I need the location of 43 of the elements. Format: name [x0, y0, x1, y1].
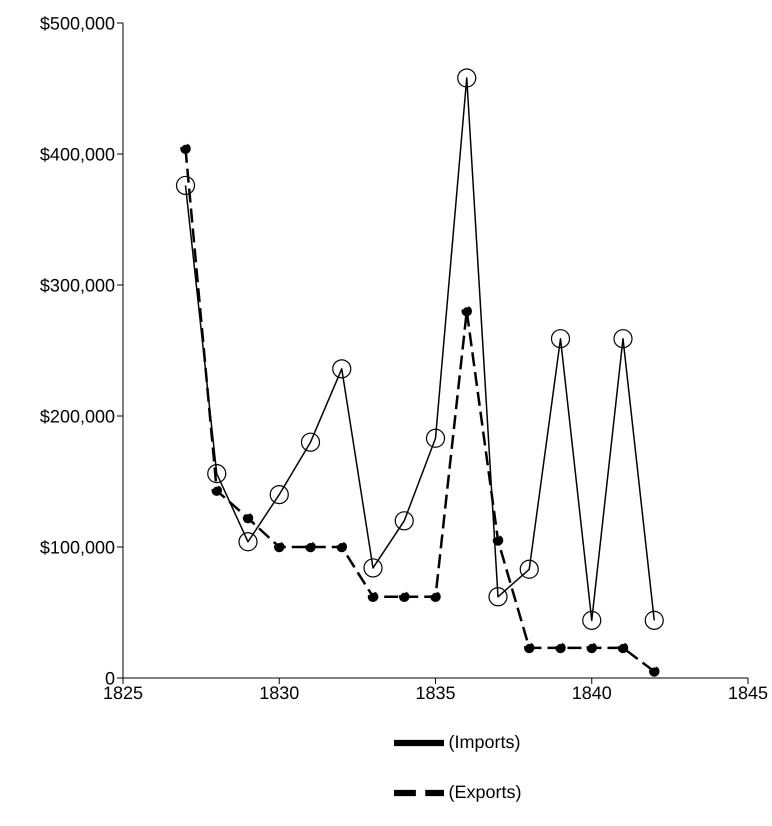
point	[332, 359, 352, 378]
point	[336, 542, 347, 552]
point	[586, 642, 597, 654]
y-tick-label: $400,000	[40, 144, 115, 164]
point	[274, 542, 284, 552]
point	[492, 535, 504, 546]
point	[176, 176, 196, 196]
y-tick-label: $500,000	[40, 13, 115, 34]
point	[488, 587, 508, 606]
point	[207, 464, 226, 484]
point	[212, 485, 222, 496]
point	[426, 428, 446, 448]
legend-label: (Imports)	[448, 732, 520, 752]
y-tick-label: $300,000	[40, 275, 115, 296]
point	[618, 642, 628, 654]
point	[363, 558, 383, 578]
point	[300, 432, 320, 452]
x-tick-label: 1830	[259, 682, 300, 703]
point	[524, 642, 534, 654]
point	[399, 592, 410, 602]
point	[555, 642, 566, 654]
point	[430, 592, 441, 602]
x-tick-label: 1835	[415, 682, 456, 703]
point	[238, 532, 258, 552]
point	[242, 512, 254, 524]
legend-label: (Exports)	[448, 782, 522, 802]
x-tick-label: 1840	[572, 682, 612, 703]
point	[394, 511, 414, 530]
point	[457, 68, 476, 88]
y-tick-label: $100,000	[40, 537, 115, 558]
point	[550, 329, 570, 348]
point	[613, 329, 633, 348]
point	[305, 542, 316, 552]
point	[368, 592, 378, 602]
point	[582, 610, 602, 630]
point	[180, 144, 191, 154]
point	[644, 610, 664, 630]
point	[520, 560, 539, 579]
point	[270, 485, 289, 504]
point	[462, 306, 472, 316]
point	[649, 666, 660, 677]
x-tick-label: 1845	[728, 682, 768, 703]
y-tick-label: $200,000	[40, 406, 115, 426]
